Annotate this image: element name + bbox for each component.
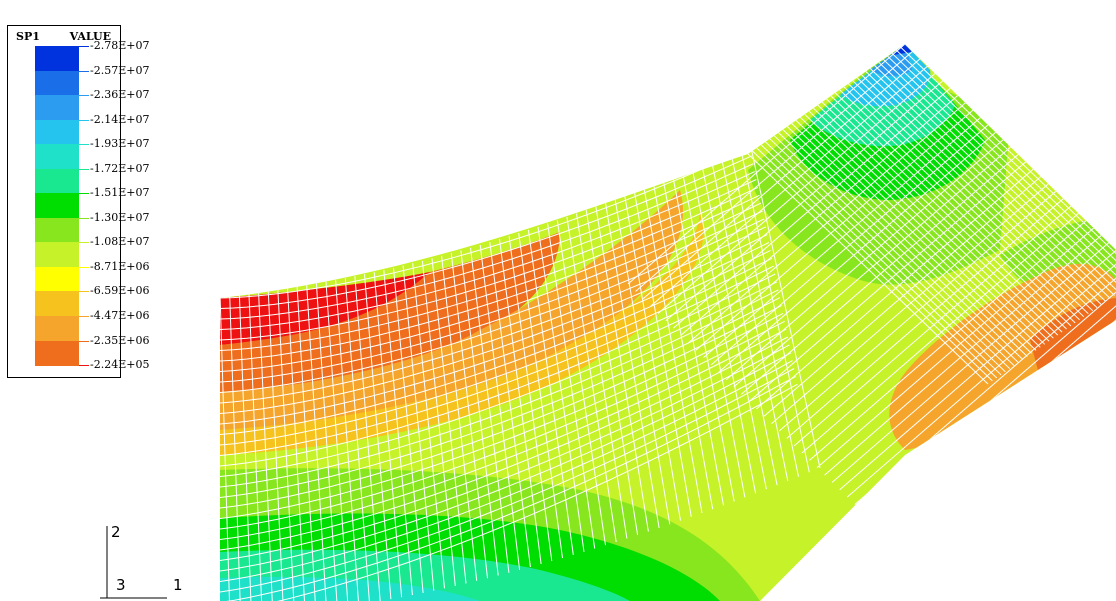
- contour-band-orange-dark-right: [1030, 298, 1116, 378]
- contour-band-orange-right: [889, 263, 1116, 450]
- legend-level-label: -2.78E+07: [90, 39, 150, 52]
- legend-swatch: [35, 46, 79, 71]
- legend-color-bar: [35, 46, 79, 366]
- legend-variable-name: SP1: [16, 30, 40, 43]
- legend-swatch: [35, 340, 79, 366]
- legend-swatch: [35, 144, 79, 170]
- legend-tick: [79, 193, 89, 195]
- legend-level-label: -2.36E+07: [90, 88, 150, 102]
- legend-level-label: -1.30E+07: [90, 210, 150, 224]
- legend-tick: [79, 340, 89, 342]
- contour-band-amber: [220, 210, 704, 455]
- legend-tick: [79, 291, 89, 293]
- contour-band-orange-dark: [220, 232, 560, 392]
- legend-tick: [79, 168, 89, 170]
- legend-level-label: -2.35E+06: [90, 333, 150, 347]
- legend-value-header: VALUE: [69, 30, 111, 43]
- legend-swatch: [35, 119, 79, 145]
- element-mesh: [220, 44, 1116, 601]
- contour-band-cyan: [220, 576, 480, 601]
- triad-label-3: 3: [116, 576, 126, 594]
- triad-label-2: 2: [111, 523, 121, 541]
- legend-tick: [79, 144, 89, 146]
- axis-triad: [100, 526, 167, 599]
- legend-tick: [79, 266, 89, 268]
- contour-band-red: [220, 272, 433, 345]
- legend-level-label: -1.51E+07: [90, 186, 150, 200]
- legend-tick: [79, 217, 89, 219]
- contour-band-orange: [220, 190, 684, 430]
- legend-swatch: [35, 70, 79, 96]
- legend-swatch: [35, 242, 79, 268]
- legend-level-label: -1.08E+07: [90, 235, 150, 249]
- contour-legend: SP1 VALUE -2.78E+07 -2.57E+07 -2.36E+07 -2.…: [7, 25, 149, 378]
- legend-swatch: [35, 168, 79, 194]
- legend-swatch: [35, 266, 79, 292]
- legend-level-label: -8.71E+06: [90, 259, 150, 273]
- legend-swatch: [35, 95, 79, 121]
- legend-tick: [79, 95, 89, 97]
- legend-level-label: -1.93E+07: [90, 137, 150, 151]
- legend-tick: [79, 365, 89, 366]
- legend-tick: [79, 46, 89, 47]
- legend-level-label: -2.57E+07: [90, 63, 150, 77]
- legend-level-label: -1.72E+07: [90, 161, 150, 175]
- triad-label-1: 1: [173, 576, 183, 594]
- legend-tick: [79, 119, 89, 121]
- legend-tick: [79, 242, 89, 244]
- legend-tick: [79, 315, 89, 317]
- legend-level-label: -2.14E+07: [90, 112, 150, 126]
- legend-level-label: -4.47E+06: [90, 308, 150, 322]
- legend-swatch: [35, 315, 79, 341]
- legend-tick: [79, 70, 89, 72]
- legend-swatch: [35, 193, 79, 219]
- legend-level-label: -6.59E+06: [90, 284, 150, 298]
- legend-level-label: -2.24E+05: [90, 358, 150, 371]
- legend-swatch: [35, 217, 79, 243]
- legend-swatch: [35, 291, 79, 317]
